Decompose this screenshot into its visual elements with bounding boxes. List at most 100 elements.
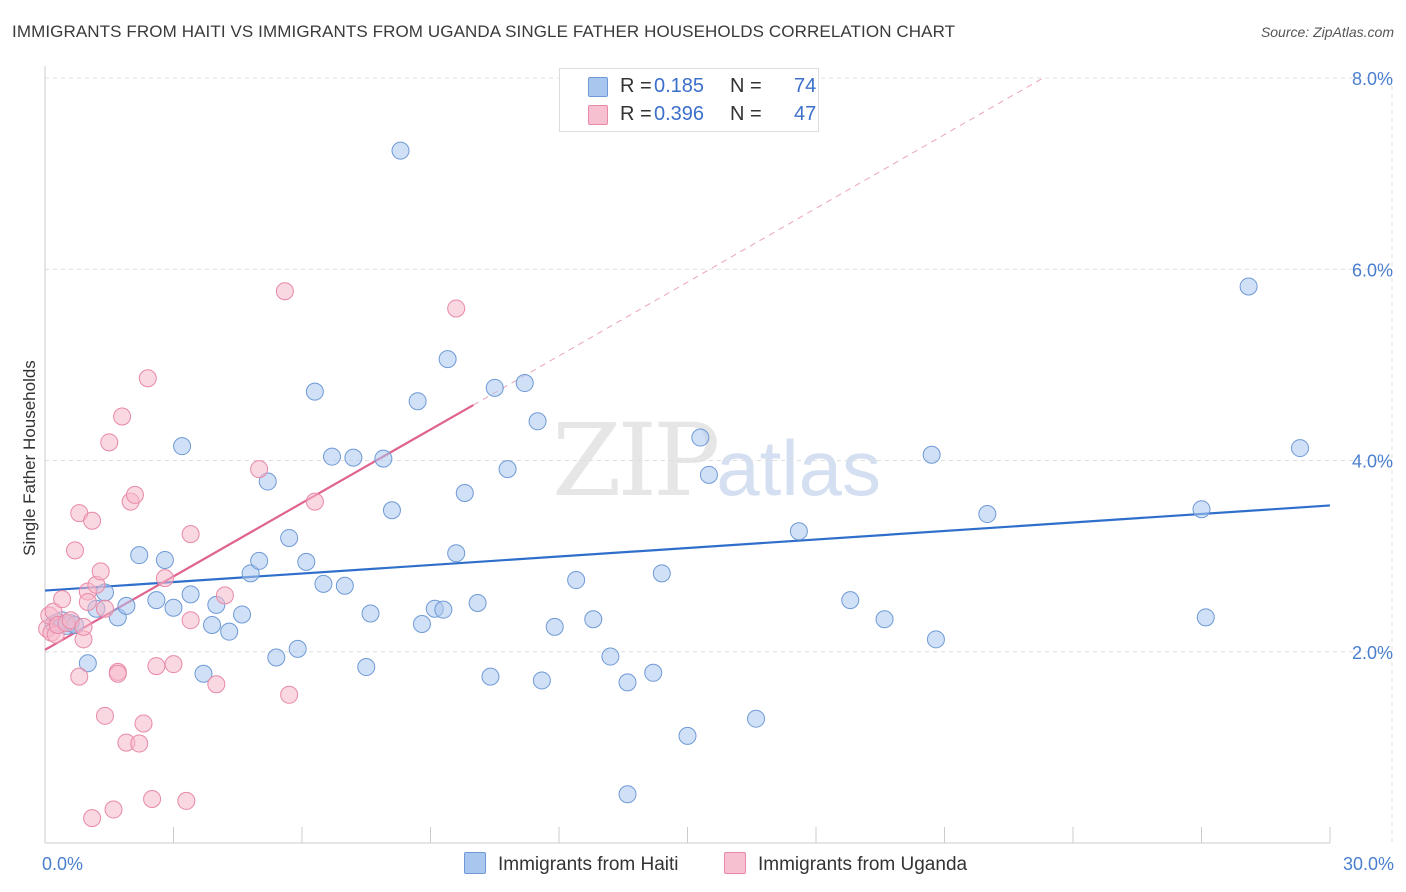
haiti-point xyxy=(922,445,941,464)
haiti-point xyxy=(305,382,324,401)
haiti-point xyxy=(434,600,453,619)
uganda-point xyxy=(280,685,299,704)
haiti-point xyxy=(357,658,376,677)
haiti-point xyxy=(567,571,586,590)
haiti-point xyxy=(532,671,551,690)
legend-n-label: N = xyxy=(730,103,762,125)
haiti-point xyxy=(652,564,671,583)
uganda-point xyxy=(138,369,157,388)
uganda-point xyxy=(78,593,97,612)
haiti-point xyxy=(382,501,401,520)
haiti-point xyxy=(78,654,97,673)
legend-swatch-haiti xyxy=(588,77,608,97)
uganda-point xyxy=(125,485,144,504)
uganda-point xyxy=(70,667,89,686)
legend-n-label: N = xyxy=(730,75,762,97)
haiti-point xyxy=(498,460,517,479)
legend-r-label: R = xyxy=(620,103,652,125)
haiti-point xyxy=(314,574,333,593)
uganda-point xyxy=(155,569,174,588)
haiti-point xyxy=(747,709,766,728)
haiti-point xyxy=(408,392,427,411)
haiti-point xyxy=(618,673,637,692)
haiti-point xyxy=(978,505,997,524)
haiti-point xyxy=(545,617,564,636)
uganda-point xyxy=(134,714,153,733)
haiti-point xyxy=(875,610,894,629)
uganda-point xyxy=(181,525,200,544)
y-axis-title: Single Father Households xyxy=(20,360,39,556)
uganda-point xyxy=(207,675,226,694)
bottom-legend-label-haiti: Immigrants from Haiti xyxy=(498,854,679,875)
x-tick-label: 30.0% xyxy=(1343,854,1394,874)
y-tick-label: 2.0% xyxy=(1352,643,1393,663)
axis-labels: 2.0% 4.0% 6.0% 8.0% 0.0% 30.0% Single Father H… xyxy=(20,69,1394,874)
haiti-point xyxy=(1239,277,1258,296)
haiti-point xyxy=(374,449,393,468)
uganda-point xyxy=(95,706,114,725)
axes xyxy=(44,66,1331,844)
haiti-point xyxy=(391,141,410,160)
haiti-point xyxy=(644,663,663,682)
uganda-point xyxy=(177,791,196,810)
haiti-point xyxy=(926,630,945,649)
haiti-point xyxy=(241,564,260,583)
haiti-point xyxy=(220,622,239,641)
haiti-point xyxy=(280,528,299,547)
y-tick-label: 6.0% xyxy=(1352,260,1393,280)
bottom-legend-swatch-haiti xyxy=(464,852,486,874)
haiti-point xyxy=(528,412,547,431)
chart-title: IMMIGRANTS FROM HAITI VS IMMIGRANTS FROM… xyxy=(12,22,956,41)
legend-n-value-haiti: 74 xyxy=(794,75,817,97)
source-label: Source: ZipAtlas.com xyxy=(1260,24,1394,40)
haiti-point xyxy=(344,448,363,467)
haiti-point xyxy=(699,465,718,484)
haiti-point xyxy=(485,378,504,397)
haiti-point xyxy=(447,544,466,563)
legend-swatch-uganda xyxy=(588,105,608,125)
haiti-point xyxy=(164,598,183,617)
watermark-atlas: atlas xyxy=(716,424,882,512)
uganda-point xyxy=(250,460,269,479)
watermark: ZIPatlas xyxy=(552,402,881,519)
bottom-legend-swatch-uganda xyxy=(724,852,746,874)
watermark-zip: ZIP xyxy=(552,402,720,519)
uganda-point xyxy=(104,800,123,819)
haiti-point xyxy=(1291,439,1310,458)
haiti-point xyxy=(481,667,500,686)
haiti-point xyxy=(203,615,222,634)
haiti-point xyxy=(194,664,213,683)
uganda-point xyxy=(147,657,166,676)
haiti-point xyxy=(173,437,192,456)
haiti-point xyxy=(361,604,380,623)
trend-lines xyxy=(44,77,1331,651)
data-points xyxy=(38,141,1310,828)
bottom-legend-uganda: Immigrants from Uganda xyxy=(724,852,967,876)
haiti-point xyxy=(438,350,457,369)
haiti-point xyxy=(515,374,534,393)
haiti-point xyxy=(678,726,697,745)
haiti-trend-line xyxy=(44,504,1331,592)
correlation-legend: R = 0.185 N = 74 R = 0.396 N = 47 xyxy=(559,68,819,132)
uganda-point xyxy=(447,299,466,318)
uganda-point xyxy=(74,617,93,636)
haiti-point xyxy=(147,591,166,610)
haiti-point xyxy=(117,596,136,615)
haiti-point xyxy=(618,785,637,804)
uganda-point xyxy=(83,511,102,530)
haiti-point xyxy=(789,522,808,541)
uganda-point xyxy=(305,492,324,511)
uganda-point xyxy=(95,599,114,618)
haiti-point xyxy=(468,593,487,612)
legend-r-label: R = xyxy=(620,75,652,97)
legend-r-value-uganda: 0.396 xyxy=(654,103,705,125)
uganda-point xyxy=(113,407,132,426)
haiti-point xyxy=(1196,608,1215,627)
x-tick-label: 0.0% xyxy=(42,854,83,874)
y-tick-label: 4.0% xyxy=(1352,452,1393,472)
uganda-point xyxy=(181,611,200,630)
haiti-point xyxy=(181,585,200,604)
haiti-point xyxy=(297,552,316,571)
uganda-point xyxy=(275,282,294,301)
